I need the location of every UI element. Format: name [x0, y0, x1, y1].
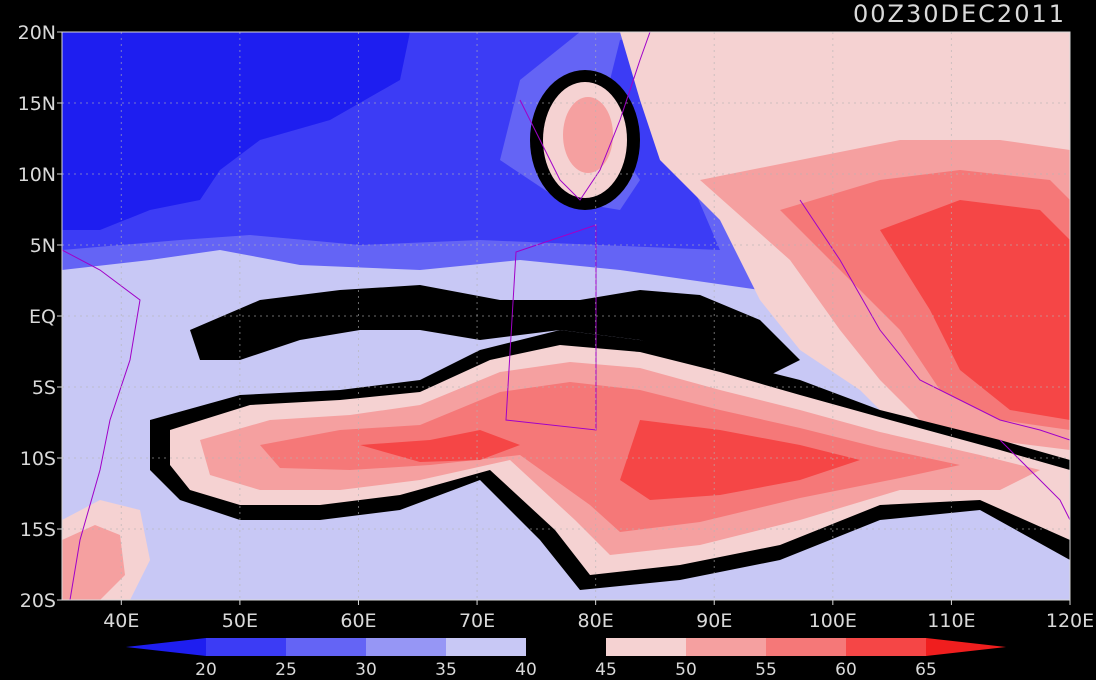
colorbar-low-arrow: [126, 638, 206, 656]
grid-lines: [62, 32, 1070, 600]
high-value-island-core: [563, 97, 613, 173]
colorbar-swatch: [366, 638, 447, 656]
colorbar-swatch: [206, 638, 287, 656]
x-axis-ticks: 40E 50E 60E 70E 80E 90E 100E 110E 120E: [103, 600, 1094, 632]
map-plot-area: [62, 32, 1070, 600]
y-tick-label: 20N: [18, 22, 56, 44]
x-tick-label: 50E: [222, 610, 258, 632]
x-tick-label: 40E: [103, 610, 139, 632]
x-tick-label: 120E: [1046, 610, 1094, 632]
y-tick-label: 10S: [20, 448, 56, 470]
colorbar-label: 50: [675, 660, 697, 680]
colorbar-label: 35: [435, 660, 457, 680]
coastline-africa: [62, 249, 141, 600]
y-tick-label: 20S: [20, 590, 56, 612]
y-axis-ticks: 20N 15N 10N 5N EQ 5S 10S 15S 20S: [18, 22, 62, 612]
coastline-australia: [999, 439, 1070, 521]
colorbar-label: 20: [195, 660, 217, 680]
high-value-region-south-peak: [360, 420, 860, 500]
timestamp-label: 00Z30DEC2011: [853, 0, 1066, 28]
y-tick-label: EQ: [29, 306, 56, 328]
y-tick-label: 5S: [32, 377, 56, 399]
y-tick-label: 15S: [20, 519, 56, 541]
colorbar-swatch: [686, 638, 767, 656]
colorbar-swatch: [446, 638, 527, 656]
low-value-region-nw-core: [62, 32, 410, 230]
high-value-region-sw-core: [62, 525, 125, 600]
colorbar-label: 25: [275, 660, 297, 680]
y-tick-label: 15N: [18, 93, 56, 115]
y-tick-label: 5N: [30, 235, 56, 257]
colorbar-label: 30: [355, 660, 377, 680]
x-tick-label: 100E: [809, 610, 857, 632]
colorbar-label: 45: [595, 660, 617, 680]
y-tick-label: 10N: [18, 164, 56, 186]
x-tick-label: 60E: [340, 610, 376, 632]
colorbar-swatch: [846, 638, 927, 656]
colorbar-label: 65: [915, 660, 937, 680]
coastline-india: [519, 32, 651, 201]
colorbar-swatch: [526, 638, 607, 656]
colorbar-high-arrow: [926, 638, 1006, 656]
threshold-band-equator: [190, 285, 800, 380]
colorbar-label: 60: [835, 660, 857, 680]
colorbar-swatch: [286, 638, 367, 656]
high-value-region-east-peak: [880, 200, 1070, 420]
colorbar-label: 40: [515, 660, 537, 680]
x-tick-label: 80E: [578, 610, 614, 632]
x-tick-label: 90E: [696, 610, 732, 632]
colorbar-swatch: [606, 638, 687, 656]
colorbar: 20 25 30 35 40 45 50 55 60 65: [126, 638, 1006, 680]
high-value-region-south-core: [260, 382, 960, 532]
colorbar-label: 55: [755, 660, 777, 680]
coastline-sumatra: [799, 199, 1070, 441]
x-tick-label: 70E: [459, 610, 495, 632]
colorbar-swatch: [766, 638, 847, 656]
x-tick-label: 110E: [927, 610, 975, 632]
